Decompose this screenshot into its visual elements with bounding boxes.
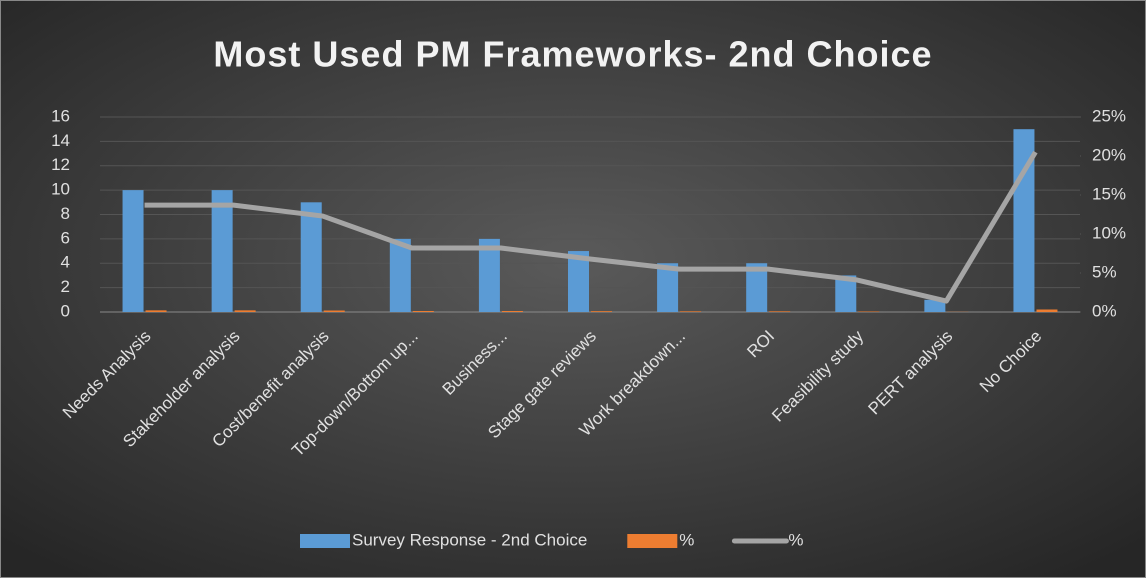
bar: [591, 311, 612, 312]
legend-label: %: [679, 530, 694, 549]
y-tick-label: 16: [51, 106, 70, 125]
bar: [835, 275, 857, 312]
bar: [122, 190, 144, 312]
bar: [924, 299, 946, 312]
y-tick-label: 14: [51, 131, 70, 150]
bar: [323, 310, 345, 312]
line: [144, 150, 1038, 304]
bar: [769, 311, 791, 312]
y2-tick-label: 5%: [1092, 262, 1117, 281]
bar: [211, 190, 233, 312]
bar: [478, 238, 500, 312]
y2-tick-label: 10%: [1092, 223, 1126, 242]
legend-swatch: [300, 534, 350, 548]
y-tick-label: 10: [51, 180, 70, 199]
bar: [746, 263, 768, 312]
bar: [234, 310, 256, 312]
bar: [300, 202, 322, 312]
bar: [412, 311, 434, 312]
bar: [568, 251, 589, 312]
bar: [389, 238, 411, 312]
y-tick-label: 0: [61, 301, 70, 320]
y-tick-label: 4: [61, 253, 70, 272]
bar: [1013, 129, 1035, 312]
y2-tick-label: 15%: [1092, 184, 1126, 203]
y2-tick-label: 25%: [1092, 106, 1126, 125]
y-tick-label: 2: [61, 277, 70, 296]
y2-tick-label: 0%: [1092, 301, 1117, 320]
bar: [680, 311, 702, 312]
legend-label: %: [788, 530, 803, 549]
bar: [501, 311, 523, 312]
y-tick-label: 6: [61, 228, 70, 247]
y-tick-label: 8: [61, 204, 70, 223]
bar: [657, 263, 679, 312]
chart-title: Most Used PM Frameworks- 2nd Choice: [213, 34, 932, 75]
bar: [145, 310, 167, 312]
bar: [1036, 309, 1058, 312]
legend-label: Survey Response - 2nd Choice: [352, 530, 587, 549]
y-tick-label: 12: [51, 155, 70, 174]
y2-tick-label: 20%: [1092, 145, 1126, 164]
legend-swatch: [627, 534, 678, 548]
